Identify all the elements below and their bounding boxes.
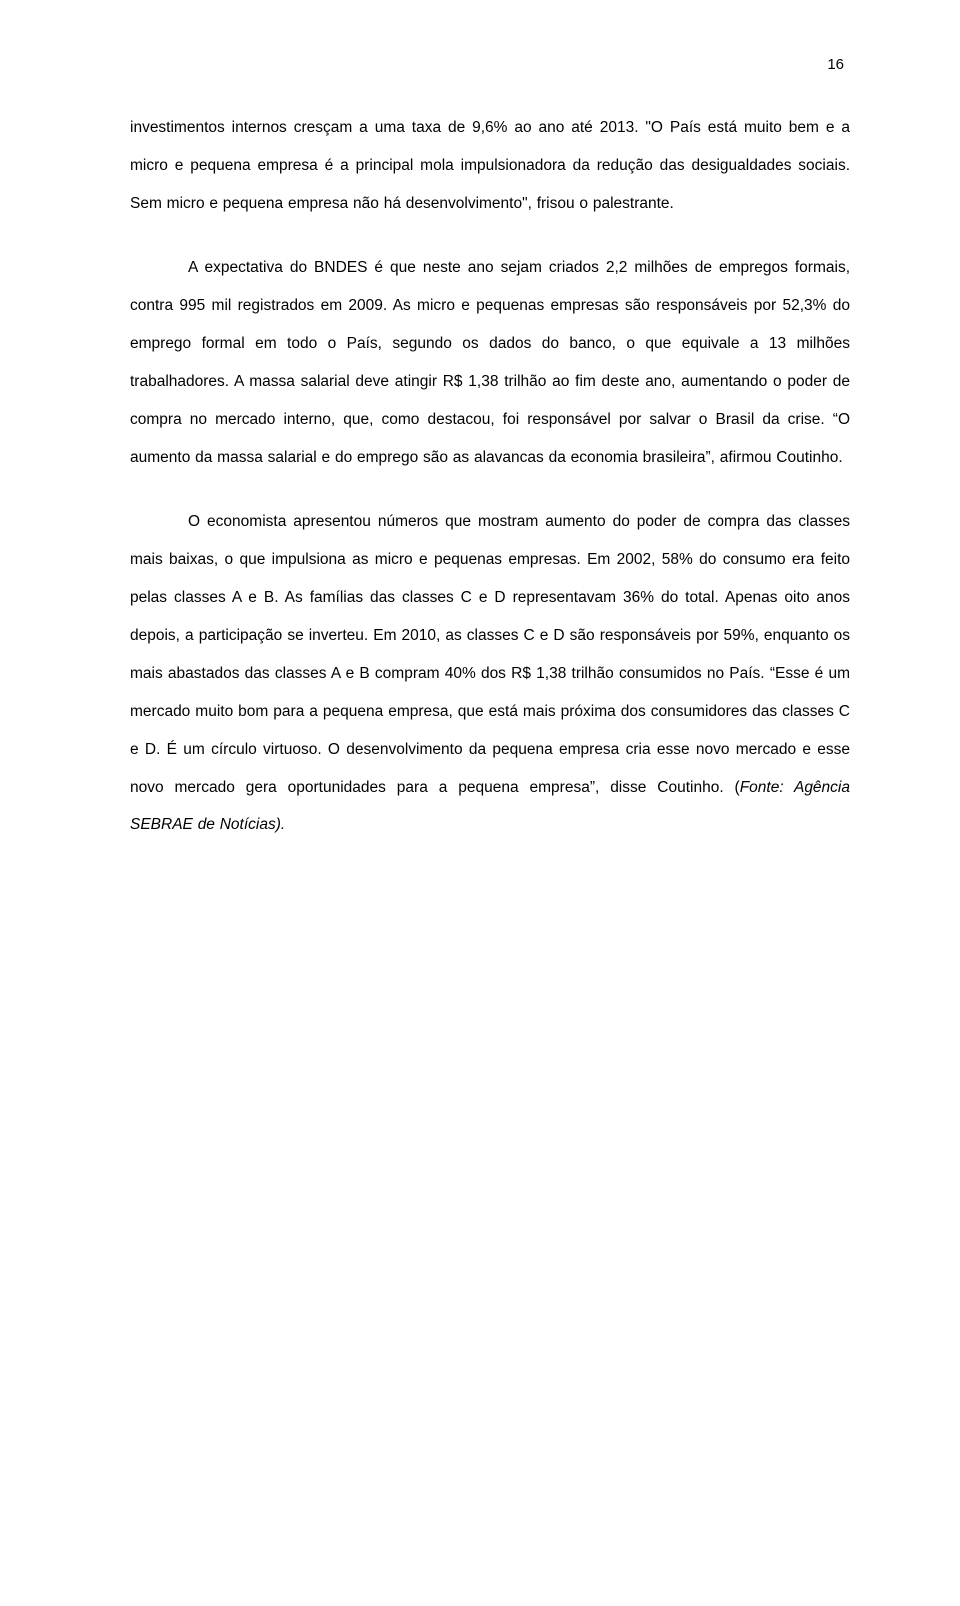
body-paragraph-3: O economista apresentou números que most… (130, 503, 850, 845)
body-paragraph-1: investimentos internos cresçam a uma tax… (130, 109, 850, 223)
body-paragraph-2: A expectativa do BNDES é que neste ano s… (130, 249, 850, 477)
body-paragraph-3-text: O economista apresentou números que most… (130, 513, 850, 796)
page-number: 16 (130, 56, 850, 73)
